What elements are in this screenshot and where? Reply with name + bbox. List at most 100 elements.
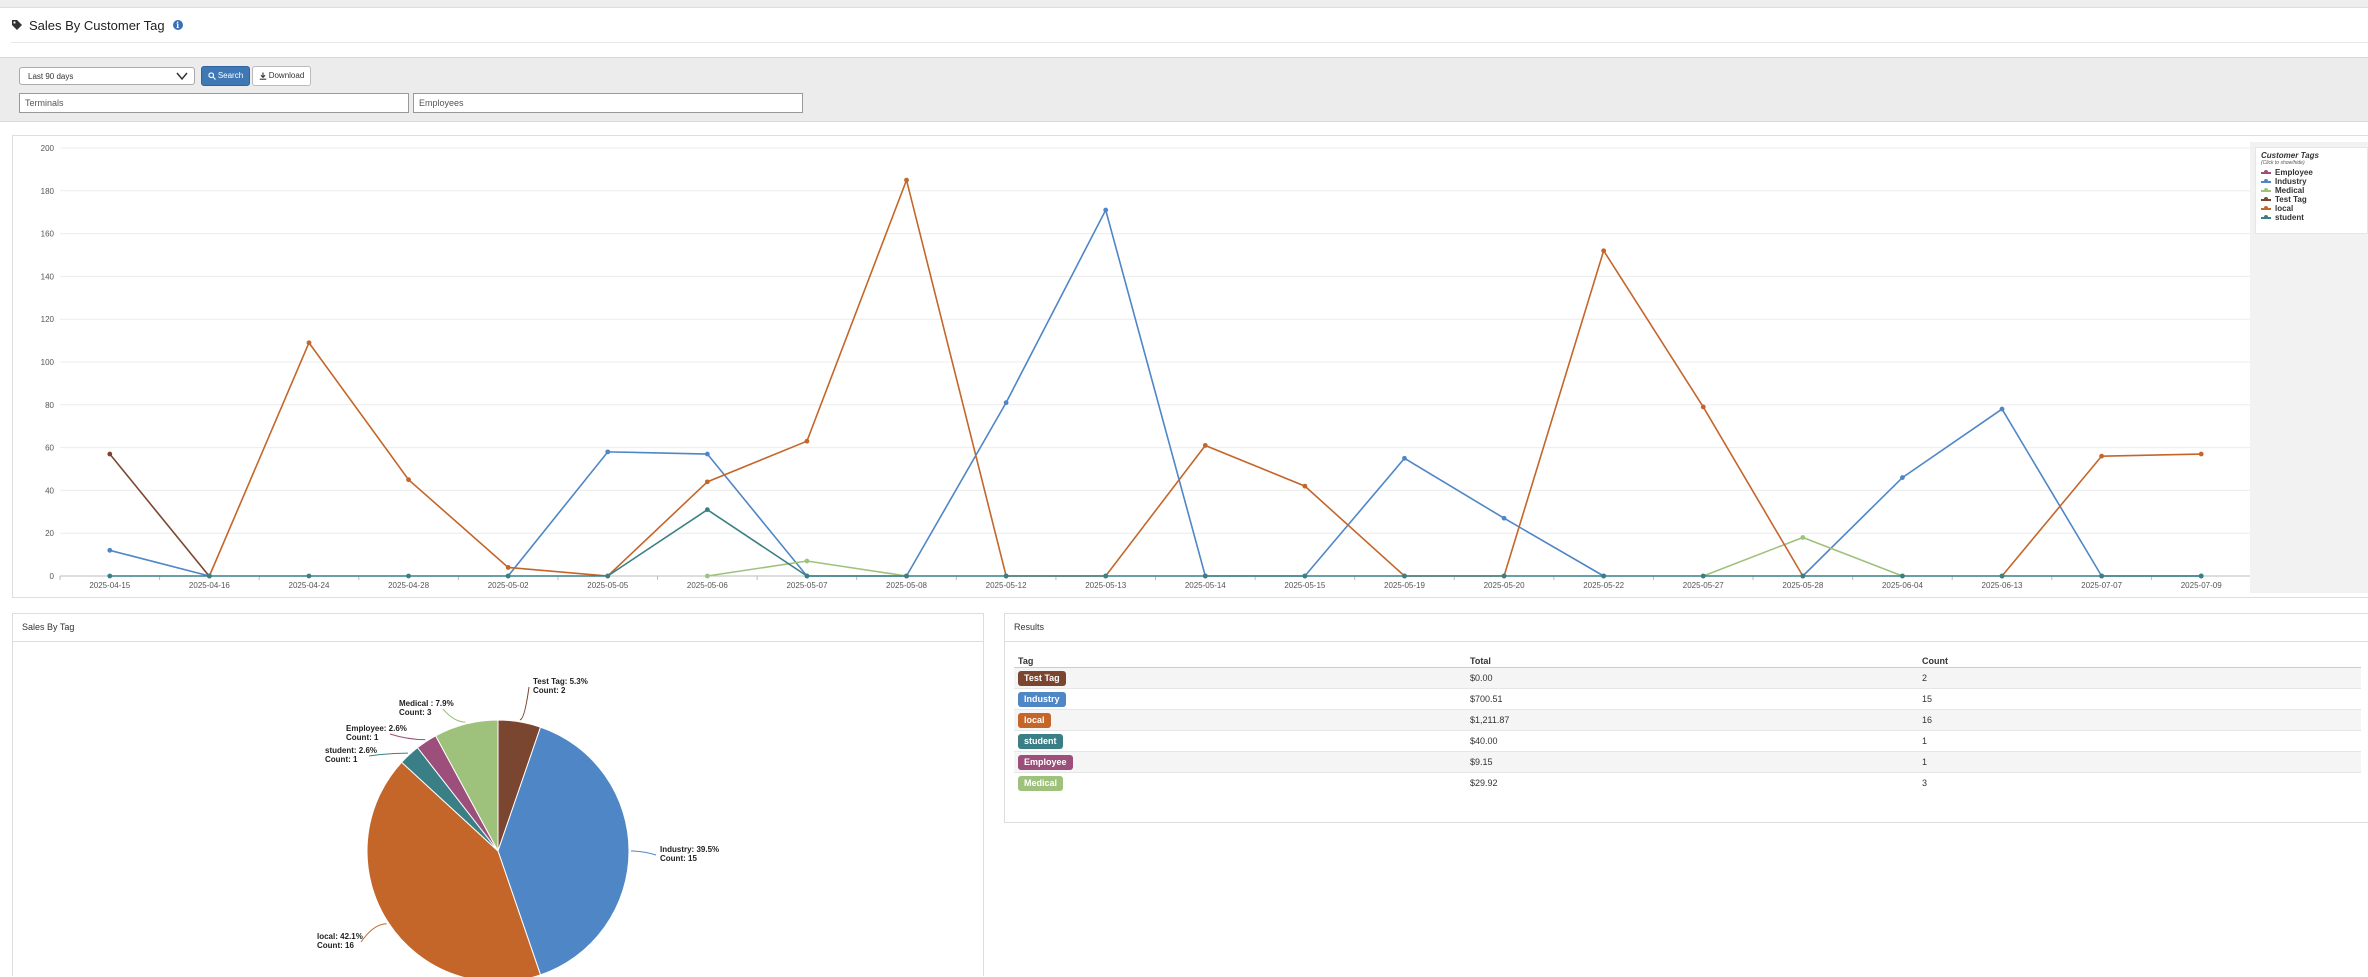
x-tick-label: 2025-05-28 (1782, 581, 1823, 590)
data-point[interactable] (1402, 455, 1407, 461)
legend-item[interactable]: local (2261, 204, 2362, 213)
data-point[interactable] (704, 451, 710, 457)
download-button[interactable]: Download (252, 66, 311, 86)
top-bar (0, 0, 2368, 8)
results-table: Tag Total Count Test Tag $0.00 2 Industry $7… (1014, 654, 2361, 793)
pie-slice-count: Count: 1 (346, 733, 379, 742)
legend-item[interactable]: Employee (2261, 168, 2362, 177)
data-point[interactable] (2099, 573, 2105, 579)
data-point[interactable] (1900, 573, 1905, 579)
pie-slice-label: Employee: 2.6% (346, 724, 407, 733)
data-point[interactable] (804, 573, 810, 579)
tag-badge: Industry (1018, 691, 1066, 707)
data-point[interactable] (1003, 573, 1009, 579)
tag-badge: Test Tag (1018, 670, 1066, 686)
data-point[interactable] (1900, 475, 1905, 480)
legend-label: Test Tag (2275, 195, 2307, 204)
legend-item[interactable]: Medical (2261, 186, 2362, 195)
data-point[interactable] (1999, 406, 2005, 412)
data-point[interactable] (406, 477, 411, 483)
table-row: Employee $9.15 1 (1014, 751, 2361, 773)
pie-label-connector (442, 708, 466, 723)
data-point[interactable] (1700, 573, 1706, 579)
page-header: Sales By Customer Tag i (11, 14, 183, 36)
data-point[interactable] (704, 507, 710, 513)
line-chart: 0 20 40 60 80 100 120 140 160 180 200 2025-04-15 202… (41, 144, 2251, 590)
data-point[interactable] (505, 565, 511, 570)
pie-slice-count: Count: 2 (533, 686, 566, 695)
data-point[interactable] (1601, 573, 1607, 579)
pie-slice-count: Count: 16 (317, 941, 354, 950)
x-tick-label: 2025-04-16 (189, 581, 230, 590)
data-point[interactable] (1501, 515, 1507, 521)
data-point[interactable] (306, 573, 312, 579)
tag-cell: Medical (1014, 772, 1466, 793)
chart-legend: Customer Tags (Click to show/hide) Emplo… (2255, 147, 2368, 234)
data-point[interactable] (904, 573, 909, 579)
data-point[interactable] (306, 340, 312, 346)
data-point[interactable] (1202, 573, 1208, 579)
x-tick-label: 2025-07-07 (2081, 581, 2122, 590)
data-point[interactable] (2099, 453, 2105, 459)
legend-swatch (2261, 196, 2271, 201)
data-point[interactable] (1800, 573, 1806, 579)
y-tick-label: 200 (41, 144, 55, 153)
data-point[interactable] (1302, 483, 1308, 489)
data-point[interactable] (904, 177, 909, 183)
legend-subtitle: (Click to show/hide) (2261, 160, 2305, 166)
date-range-select[interactable]: Last 90 days (19, 67, 195, 85)
x-tick-label: 2025-04-15 (89, 581, 130, 590)
data-point[interactable] (1202, 443, 1208, 448)
data-point[interactable] (2198, 573, 2204, 579)
data-point[interactable] (206, 573, 212, 579)
pie-slice[interactable] (366, 761, 542, 977)
pie-slice[interactable] (434, 719, 499, 852)
legend-item[interactable]: student (2261, 213, 2362, 222)
data-point[interactable] (1302, 573, 1308, 579)
table-row: local $1,211.87 16 (1014, 709, 2361, 731)
x-tick-label: 2025-05-15 (1284, 581, 1325, 590)
legend-item[interactable]: Test Tag (2261, 195, 2362, 204)
search-button[interactable]: Search (201, 66, 250, 86)
count-cell: 15 (1918, 688, 2361, 710)
x-tick-label: 2025-05-08 (886, 581, 927, 590)
y-tick-label: 140 (41, 272, 55, 281)
data-point[interactable] (1402, 573, 1407, 579)
pie-label-connector (368, 752, 408, 757)
y-tick-label: 80 (45, 401, 54, 410)
legend-label: Industry (2275, 177, 2307, 186)
terminals-input[interactable]: Terminals (19, 93, 409, 113)
pie-slice[interactable] (497, 726, 630, 976)
data-point[interactable] (107, 451, 113, 457)
legend-swatch (2261, 169, 2271, 174)
data-point[interactable] (406, 573, 411, 579)
count-cell: 1 (1918, 751, 2361, 773)
data-point[interactable] (1800, 535, 1806, 540)
pie-slice-count: Count: 3 (399, 708, 432, 717)
data-point[interactable] (107, 573, 113, 579)
data-point[interactable] (704, 573, 710, 579)
data-point[interactable] (1999, 573, 2005, 579)
legend-swatch (2261, 178, 2271, 183)
data-point[interactable] (804, 558, 810, 564)
data-point[interactable] (1700, 404, 1706, 410)
data-point[interactable] (605, 449, 611, 455)
data-point[interactable] (1103, 573, 1109, 579)
table-row: Industry $700.51 15 (1014, 688, 2361, 710)
x-tick-label: 2025-05-14 (1185, 581, 1226, 590)
data-point[interactable] (605, 573, 611, 579)
data-point[interactable] (107, 547, 113, 553)
data-point[interactable] (1601, 248, 1607, 254)
data-point[interactable] (1103, 207, 1109, 213)
data-point[interactable] (1501, 573, 1507, 579)
data-point[interactable] (804, 438, 810, 444)
info-icon[interactable]: i (172, 20, 183, 30)
employees-input[interactable]: Employees (413, 93, 803, 113)
legend-item[interactable]: Industry (2261, 177, 2362, 186)
data-point[interactable] (704, 479, 710, 485)
data-point[interactable] (2198, 451, 2204, 457)
x-tick-label: 2025-06-13 (1982, 581, 2023, 590)
data-point[interactable] (505, 573, 511, 579)
data-point[interactable] (1003, 400, 1009, 406)
